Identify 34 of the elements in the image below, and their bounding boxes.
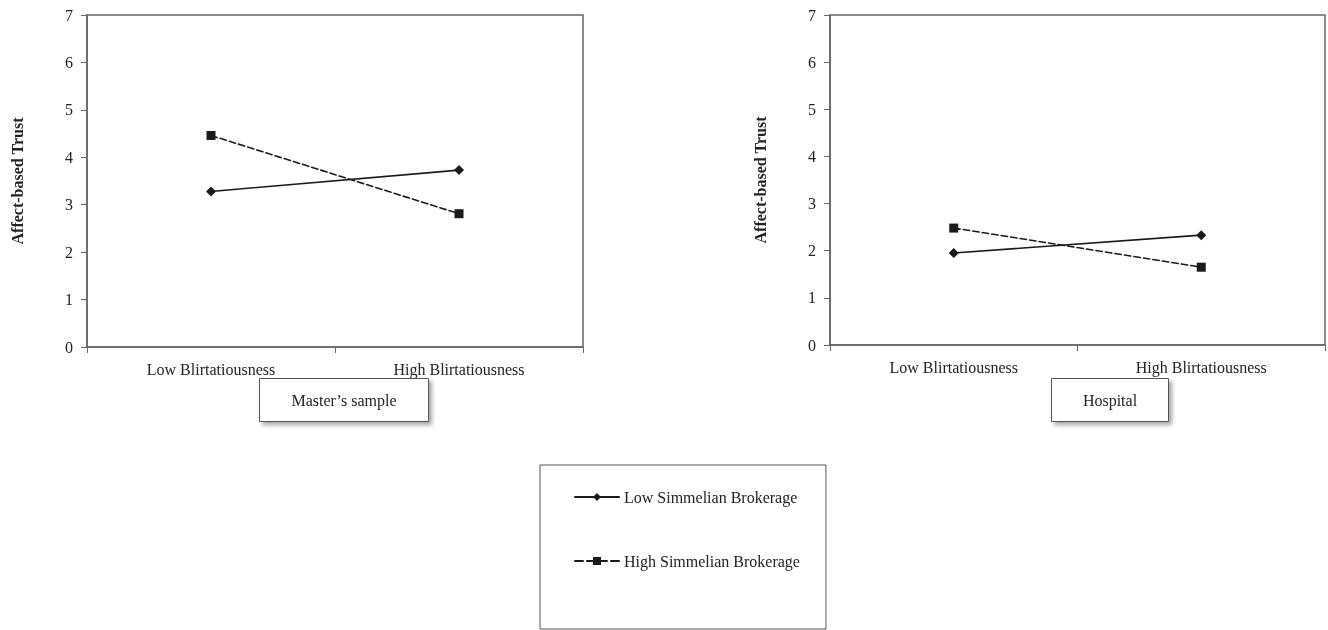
point <box>206 130 216 140</box>
y-tick-label: 3 <box>808 195 816 213</box>
text: Master’s sample <box>291 391 397 410</box>
point <box>206 186 216 197</box>
y-tick-label: 1 <box>808 289 816 307</box>
y-tick-label: 4 <box>65 148 73 166</box>
y-tick-label: 5 <box>808 100 816 118</box>
y-tick-label: 6 <box>65 53 73 71</box>
y-tick-label: 6 <box>808 53 816 71</box>
y-tick-label: 0 <box>808 336 816 354</box>
x-tick-label: High Blirtatiousness <box>393 360 525 379</box>
y-tick-label: 2 <box>808 242 816 260</box>
point <box>1196 262 1206 272</box>
y-tick-label: 7 <box>65 6 73 24</box>
y-tick-label: 4 <box>808 147 816 165</box>
y-axis-title: Affect-based Trust <box>8 116 26 245</box>
point <box>454 165 464 176</box>
point <box>1196 230 1207 241</box>
y-tick-label: 2 <box>65 243 73 261</box>
x-tick-label: Low Blirtatiousness <box>146 360 276 378</box>
y-axis-title: Affect-based Trust <box>751 115 769 244</box>
y-tick-label: 0 <box>65 338 73 356</box>
x-tick-label: High Blirtatiousness <box>1135 358 1267 377</box>
x-tick-label: Low Blirtatiousness <box>889 358 1018 376</box>
y-tick-label: 5 <box>65 101 73 119</box>
y-tick-label: 7 <box>808 6 816 24</box>
text: Hospital <box>1082 391 1138 410</box>
legend-label: Low Simmelian Brokerage <box>624 488 798 507</box>
legend-label: High Simmelian Brokerage <box>624 552 800 571</box>
point <box>948 248 959 259</box>
y-tick-label: 1 <box>65 291 73 309</box>
point <box>454 209 464 219</box>
y-tick-label: 3 <box>65 196 73 214</box>
point <box>949 223 959 233</box>
